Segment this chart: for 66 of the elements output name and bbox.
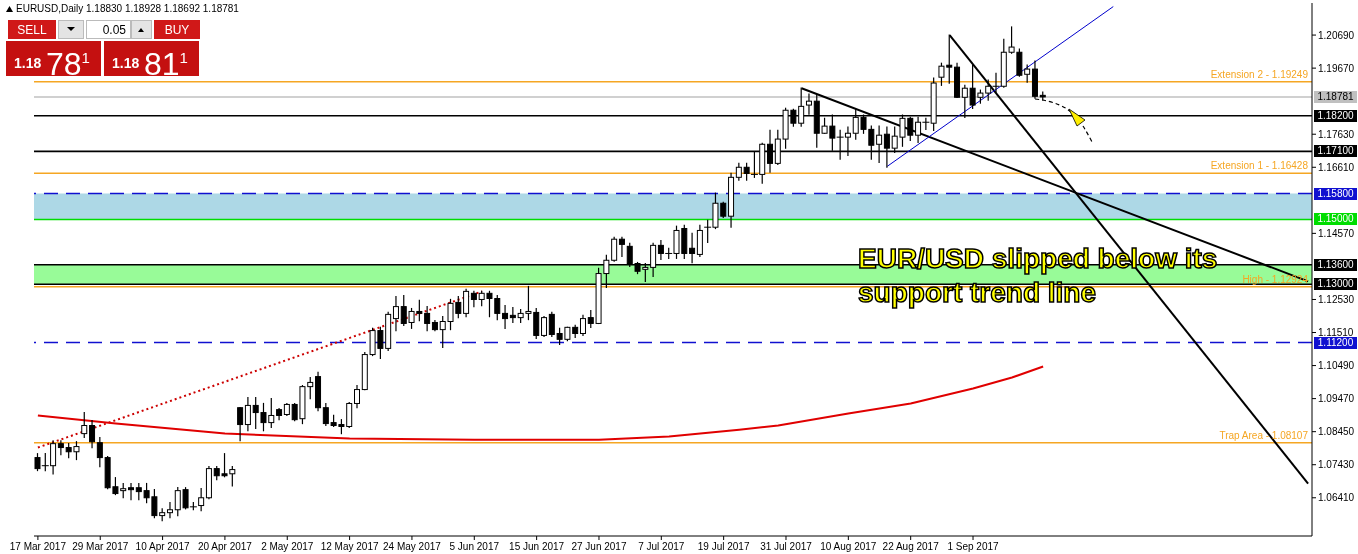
y-tick-label: 1.06410 <box>1318 492 1355 504</box>
ref-line-label: 1.13600 <box>1314 258 1357 271</box>
candlestick <box>696 224 703 257</box>
x-tick-label: 5 Jun 2017 <box>449 541 500 552</box>
candlestick <box>354 385 360 409</box>
chart-title: EURUSD,Daily 1.18830 1.18928 1.18692 1.18781 <box>16 3 239 14</box>
candlestick <box>128 482 135 501</box>
y-tick-label: 1.08450 <box>1318 426 1355 438</box>
candlestick <box>57 440 64 456</box>
x-tick-label: 24 May 2017 <box>383 541 442 552</box>
x-tick-label: 1 Sep 2017 <box>947 541 1000 552</box>
x-tick-label: 15 Jun 2017 <box>509 541 565 552</box>
x-tick-label: 17 Mar 2017 <box>9 541 67 552</box>
annotation: Extension 2 - 1.19249 <box>1210 68 1308 80</box>
x-tick-label: 12 May 2017 <box>320 541 379 552</box>
ref-line-label: 1.15800 <box>1314 187 1357 200</box>
ref-line-label: 1.18781 <box>1314 90 1357 103</box>
annotation: 1.18 <box>14 55 42 71</box>
annotation: 1.18 <box>112 55 140 71</box>
y-tick-label: 1.12530 <box>1318 294 1355 306</box>
candlestick <box>198 488 205 512</box>
annotation: SELL <box>8 20 56 39</box>
x-tick-label: 29 Mar 2017 <box>72 541 129 552</box>
y-tick-label: 1.11510 <box>1318 327 1354 339</box>
candlestick <box>424 306 431 332</box>
candlestick <box>237 407 244 442</box>
y-tick-label: 1.07430 <box>1318 459 1355 471</box>
candlestick <box>81 411 88 439</box>
annotation: 78$^{1}$ <box>46 45 90 82</box>
candlestick <box>618 236 625 257</box>
ref-line-label: 1.18200 <box>1314 109 1357 122</box>
ref-line-label: 1.11200 <box>1314 336 1357 349</box>
y-tick-label: 1.10490 <box>1318 360 1355 372</box>
x-tick-label: 10 Apr 2017 <box>135 541 190 552</box>
candlestick <box>244 397 251 432</box>
x-tick-label: 2 May 2017 <box>261 541 314 552</box>
x-tick-label: 31 Jul 2017 <box>760 541 813 552</box>
candlestick <box>392 295 399 332</box>
line-series <box>36 365 1045 441</box>
ref-line-label: 1.15000 <box>1314 213 1357 226</box>
candlestick <box>579 314 586 337</box>
y-tick-label: 1.17630 <box>1318 128 1355 140</box>
y-tick-label: 1.09470 <box>1318 393 1355 405</box>
candlestick <box>89 420 96 449</box>
candlestick <box>166 502 173 519</box>
x-tick-label: 22 Aug 2017 <box>882 541 940 552</box>
candlestick <box>463 288 470 318</box>
annotation: BUY <box>154 20 200 39</box>
annotation: 81$^{1}$ <box>144 45 188 82</box>
annotation: 0.05 <box>86 20 131 39</box>
x-tick-label: 27 Jun 2017 <box>571 541 627 552</box>
x-tick-label: 20 Apr 2017 <box>197 541 253 552</box>
candlestick <box>470 290 477 308</box>
x-tick-label: 19 Jul 2017 <box>697 541 750 552</box>
annotation: Trap Area - 1.08107 <box>1219 429 1308 441</box>
y-tick-label: 1.16610 <box>1318 161 1355 173</box>
y-tick-label: 1.14570 <box>1318 227 1355 239</box>
ref-line-label: 1.17100 <box>1314 145 1357 158</box>
annotation: Extension 1 - 1.16428 <box>1210 160 1308 172</box>
y-tick-label: 1.20690 <box>1318 29 1355 41</box>
y-tick-label: 1.19670 <box>1318 62 1355 74</box>
candlestick <box>502 305 509 329</box>
x-tick-label: 10 Aug 2017 <box>820 541 877 552</box>
candlestick <box>541 316 548 338</box>
x-tick-label: 7 Jul 2017 <box>638 541 685 552</box>
ref-line-label: 1.13000 <box>1314 278 1357 291</box>
